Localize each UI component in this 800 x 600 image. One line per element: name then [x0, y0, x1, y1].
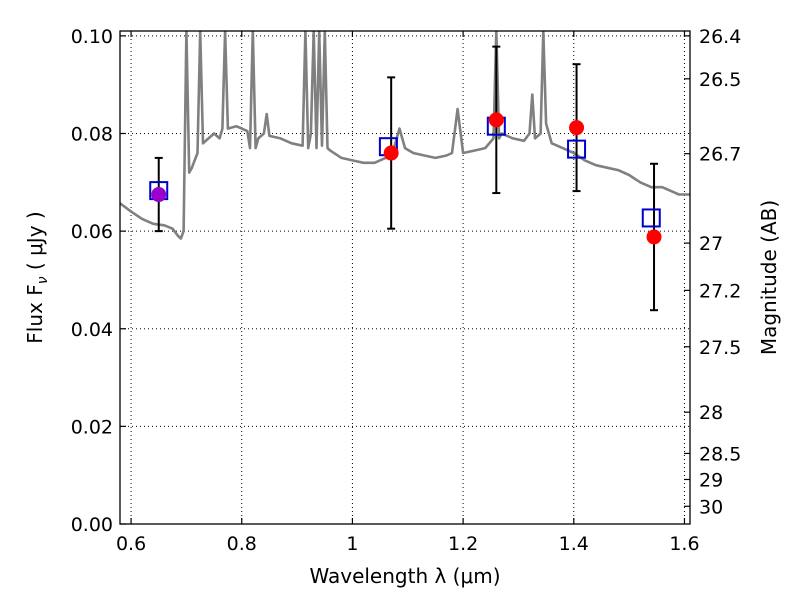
spectrum-layer	[120, 31, 690, 240]
y-tick-label: 0.04	[71, 319, 113, 341]
model-photometry-square	[641, 208, 661, 228]
y2-tick-label: 27.2	[699, 280, 741, 302]
y2-tick-label: 30	[699, 496, 723, 518]
y-tick-label: 0.06	[71, 221, 113, 243]
y-axis-title-subscript: ν	[35, 276, 51, 284]
x-tick-label: 1.2	[448, 533, 478, 555]
x-axis-title: Wavelength λ (μm)	[309, 564, 500, 588]
y2-axis-title: Magnitude (AB)	[757, 200, 781, 355]
y2-tick-label: 27	[699, 233, 723, 255]
y2-tick-label: 29	[699, 469, 723, 491]
model-photometry-square	[567, 139, 587, 159]
y-axis-title-unit: ( μJy )	[23, 211, 47, 276]
plot-frame	[119, 30, 691, 525]
y-tick-label: 0.02	[71, 416, 113, 438]
observed-photometry-point	[383, 145, 399, 161]
y2-tick-label: 27.5	[699, 337, 741, 359]
spectrum-line	[120, 31, 690, 240]
axis-ticks	[120, 31, 690, 525]
y-axis-title-main: Flux F	[23, 284, 47, 343]
observed-photometry-point	[488, 112, 504, 128]
observed-photometry-point	[569, 120, 585, 136]
errorbar-layer	[154, 45, 659, 312]
y2-tick-label: 26.4	[699, 26, 741, 48]
x-tick-label: 0.6	[116, 533, 146, 555]
y-tick-label: 0.00	[71, 514, 113, 536]
y-tick-label: 0.08	[71, 124, 113, 146]
x-tick-label: 1	[346, 533, 358, 555]
y-axis-title: Flux Fν ( μJy )	[23, 211, 51, 343]
grid-lines	[120, 31, 690, 525]
x-tick-label: 1.6	[669, 533, 699, 555]
y2-tick-label: 26.5	[699, 69, 741, 91]
y2-tick-label: 28.5	[699, 443, 741, 465]
y-tick-label: 0.10	[71, 26, 113, 48]
y2-tick-label: 28	[699, 402, 723, 424]
axis-tick-labels: 0.6 0.8 1 1.2 1.4 1.6 0.00 0.02 0.04 0.06 0.08 0.10…	[71, 26, 742, 555]
x-tick-label: 0.8	[227, 533, 257, 555]
observed-photometry-layer	[151, 112, 662, 245]
x-tick-label: 1.4	[559, 533, 589, 555]
observed-photometry-point	[646, 229, 662, 245]
y2-tick-label: 26.7	[699, 144, 741, 166]
observed-photometry-point	[151, 187, 167, 203]
